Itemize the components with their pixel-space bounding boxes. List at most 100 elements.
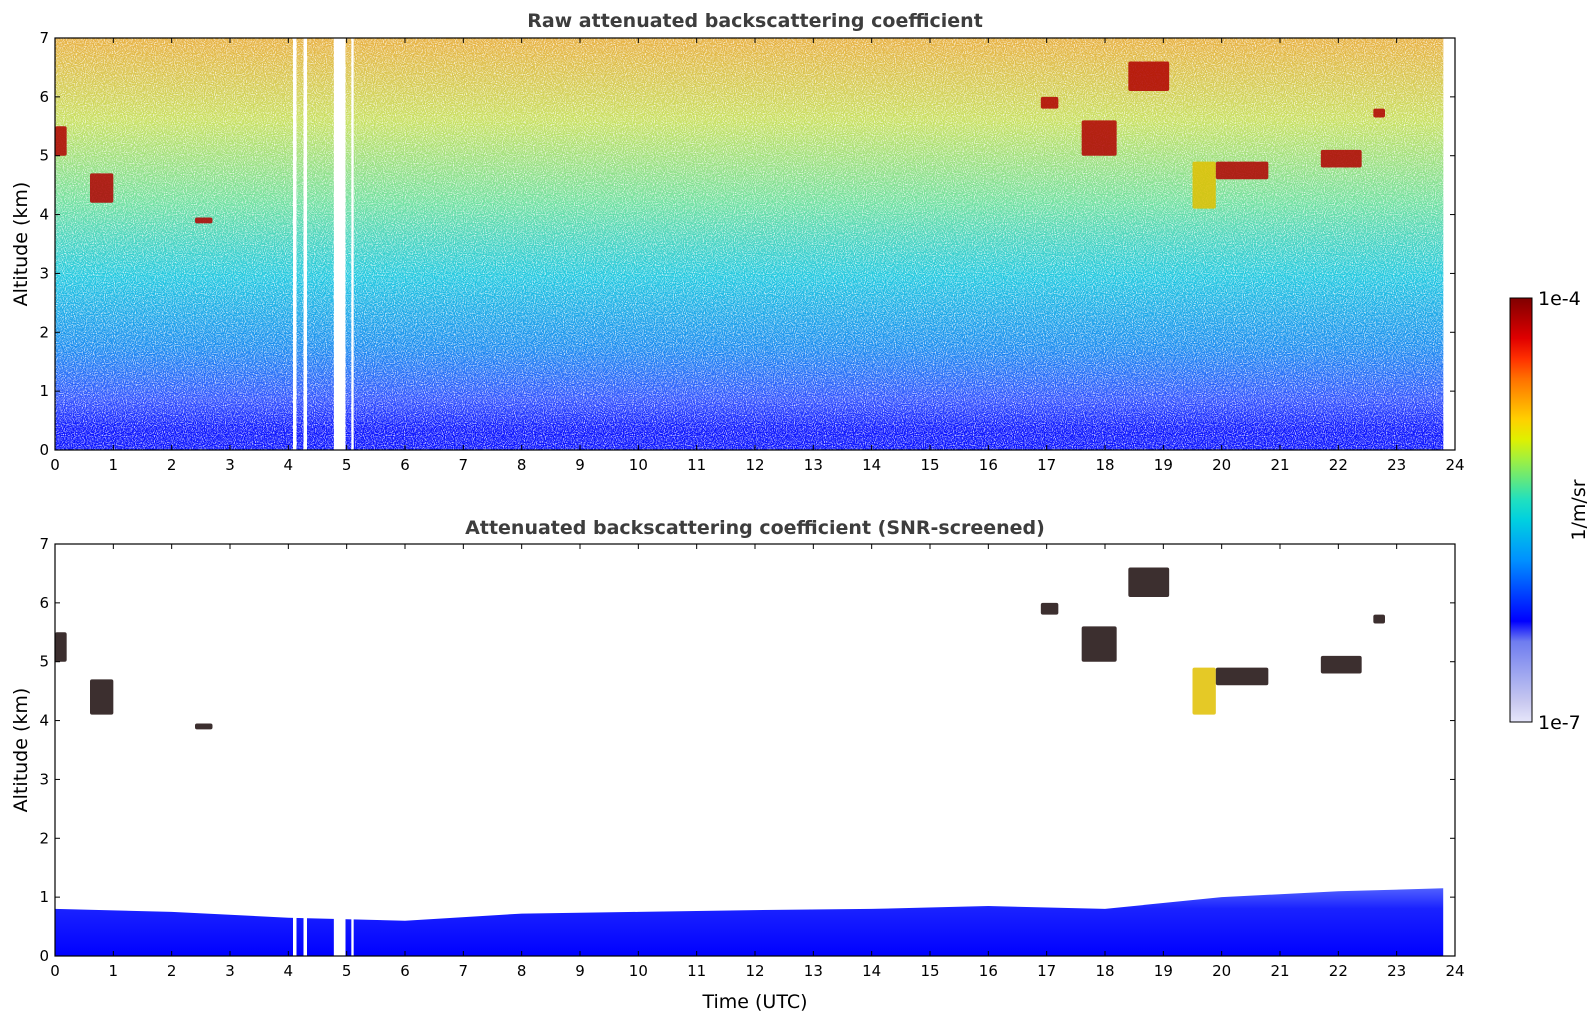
- x-tick-label: 5: [342, 456, 352, 474]
- x-tick-label: 22: [1329, 456, 1348, 474]
- cloud-feature: [1215, 667, 1269, 686]
- x-tick-label: 20: [1212, 962, 1231, 980]
- y-axis-label: Altitude (km): [10, 688, 32, 813]
- x-tick-label: 20: [1212, 456, 1231, 474]
- x-tick-label: 9: [575, 962, 585, 980]
- x-tick-label: 19: [1154, 962, 1173, 980]
- x-tick-label: 2: [167, 962, 177, 980]
- cloud-feature: [1081, 626, 1117, 662]
- y-tick-label: 6: [39, 594, 49, 612]
- cloud-feature: [1215, 161, 1269, 180]
- cloud-feature: [1192, 667, 1216, 715]
- colorbar-min-label: 1e-7: [1538, 712, 1581, 734]
- cloud-feature: [195, 217, 213, 224]
- y-axis-label: Altitude (km): [10, 182, 32, 307]
- x-tick-label: 4: [284, 962, 294, 980]
- y-tick-label: 3: [39, 264, 49, 282]
- y-tick-label: 5: [39, 147, 49, 165]
- x-tick-label: 13: [804, 962, 823, 980]
- x-tick-label: 9: [575, 456, 585, 474]
- cloud-feature: [90, 173, 114, 203]
- cloud-feature: [55, 632, 67, 662]
- y-tick-label: 5: [39, 653, 49, 671]
- x-tick-label: 18: [1095, 962, 1114, 980]
- data-gap: [351, 544, 354, 956]
- x-tick-label: 21: [1270, 962, 1289, 980]
- colorbar: 1e-4 1e-7 1/m/sr: [1509, 288, 1590, 734]
- y-tick-label: 0: [39, 947, 49, 965]
- x-tick-label: 18: [1095, 456, 1114, 474]
- y-tick-label: 1: [39, 382, 49, 400]
- x-tick-label: 16: [979, 456, 998, 474]
- x-tick-label: 1: [109, 962, 119, 980]
- x-axis-label: Time (UTC): [701, 991, 807, 1013]
- x-tick-label: 13: [804, 456, 823, 474]
- y-tick-label: 7: [39, 29, 49, 47]
- cloud-feature: [90, 679, 114, 715]
- data-gap: [333, 544, 346, 956]
- x-tick-label: 14: [862, 962, 881, 980]
- heatmap-area: [55, 544, 1455, 956]
- cloud-feature: [1320, 149, 1362, 168]
- colorbar-max-label: 1e-4: [1538, 288, 1581, 310]
- panel-raw: Raw attenuated backscattering coefficien…: [10, 10, 1465, 474]
- x-tick-label: 8: [517, 456, 527, 474]
- plot-frame: [54, 543, 1456, 957]
- x-tick-label: 17: [1037, 962, 1056, 980]
- cloud-feature: [1040, 602, 1059, 615]
- cloud-feature: [195, 723, 213, 730]
- data-gap: [293, 38, 297, 450]
- cloud-feature: [1128, 61, 1170, 91]
- x-tick-label: 6: [400, 456, 410, 474]
- x-tick-label: 7: [459, 456, 469, 474]
- x-tick-label: 22: [1329, 962, 1348, 980]
- x-tick-label: 7: [459, 962, 469, 980]
- y-tick-label: 6: [39, 88, 49, 106]
- raw-noise-overlay: [55, 38, 1455, 450]
- x-tick-label: 14: [862, 456, 881, 474]
- chart-title: Raw attenuated backscattering coefficien…: [527, 10, 983, 32]
- y-tick-label: 2: [39, 323, 49, 341]
- x-tick-label: 15: [920, 456, 939, 474]
- data-gap: [333, 38, 346, 450]
- data-gap: [351, 38, 354, 450]
- y-tick-label: 4: [39, 206, 49, 224]
- cloud-feature: [1373, 614, 1385, 624]
- x-tick-label: 11: [687, 962, 706, 980]
- x-tick-label: 2: [167, 456, 177, 474]
- x-tick-label: 5: [342, 962, 352, 980]
- x-tick-label: 10: [629, 962, 648, 980]
- no-data-region: [1443, 544, 1455, 956]
- cloud-feature: [1128, 567, 1170, 597]
- x-tick-label: 21: [1270, 456, 1289, 474]
- x-tick-label: 4: [284, 456, 294, 474]
- y-tick-label: 4: [39, 712, 49, 730]
- heatmap-area: [55, 38, 1455, 450]
- no-data-region: [1443, 38, 1455, 450]
- x-tick-label: 0: [50, 456, 60, 474]
- chart-title: Attenuated backscattering coefficient (S…: [465, 517, 1045, 539]
- x-tick-label: 12: [745, 456, 764, 474]
- x-tick-label: 3: [225, 456, 235, 474]
- cloud-feature: [1040, 96, 1059, 109]
- x-tick-label: 0: [50, 962, 60, 980]
- x-tick-label: 23: [1387, 962, 1406, 980]
- panel-screened: Attenuated backscattering coefficient (S…: [10, 517, 1465, 1013]
- cloud-feature: [1192, 161, 1216, 209]
- x-tick-label: 23: [1387, 456, 1406, 474]
- data-gap: [293, 544, 297, 956]
- y-tick-label: 3: [39, 770, 49, 788]
- x-tick-label: 19: [1154, 456, 1173, 474]
- colorbar-gradient: [1509, 297, 1533, 723]
- x-tick-label: 12: [745, 962, 764, 980]
- cloud-feature: [55, 126, 67, 156]
- x-tick-label: 8: [517, 962, 527, 980]
- cloud-feature: [1081, 120, 1117, 156]
- cloud-feature: [1320, 655, 1362, 674]
- x-tick-label: 11: [687, 456, 706, 474]
- x-tick-label: 15: [920, 962, 939, 980]
- data-gap: [303, 38, 307, 450]
- x-tick-label: 6: [400, 962, 410, 980]
- x-tick-label: 24: [1445, 962, 1464, 980]
